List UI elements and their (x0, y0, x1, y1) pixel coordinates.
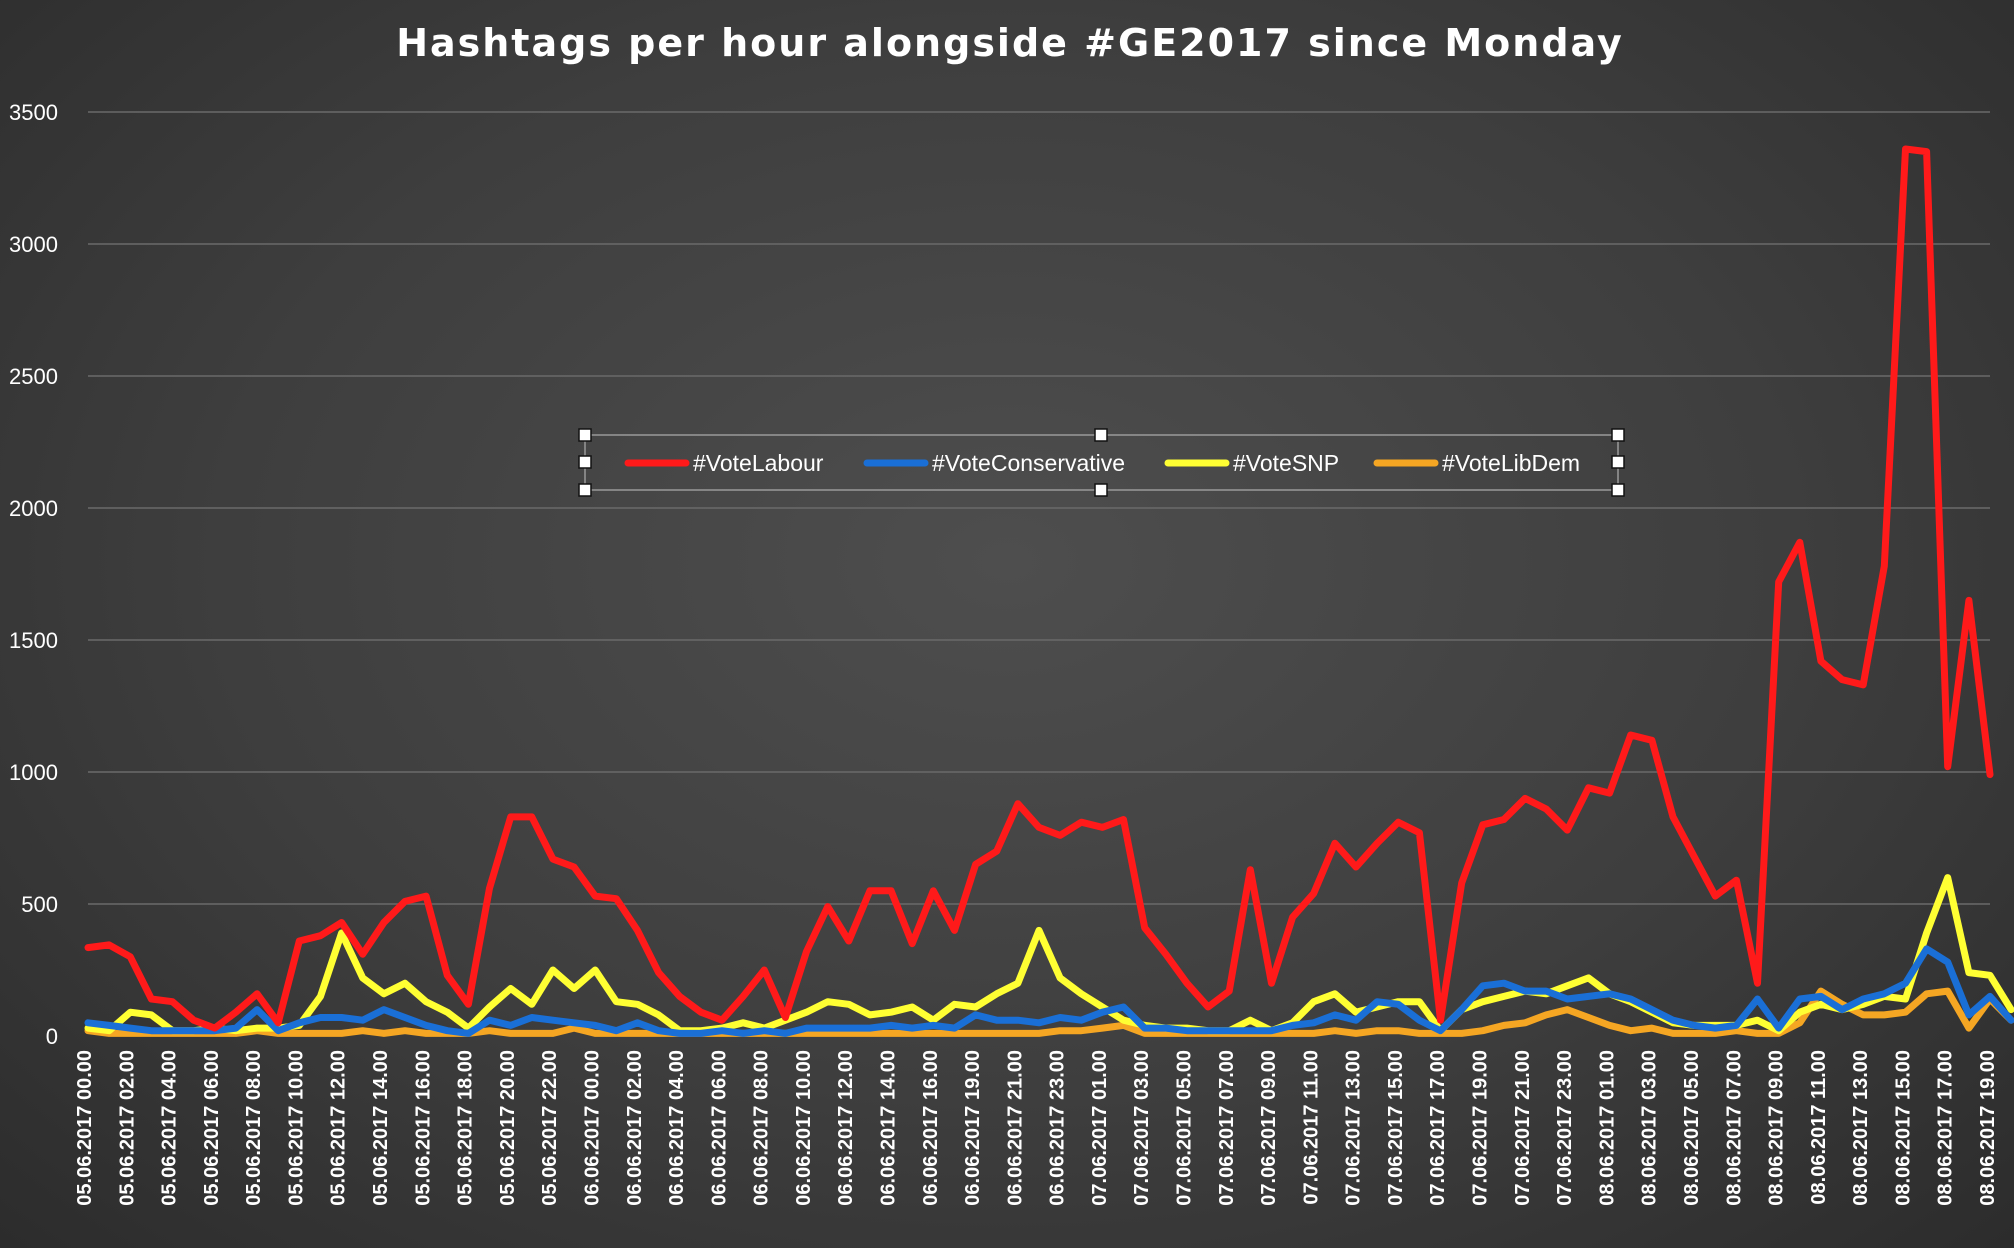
y-tick-label: 2000 (9, 496, 58, 521)
chart-title: Hashtags per hour alongside #GE2017 sinc… (396, 21, 1624, 65)
plot-area (84, 145, 2014, 1037)
legend-label: #VoteConservative (932, 450, 1125, 476)
y-tick-label: 3000 (9, 232, 58, 257)
legend-items: #VoteLabour #VoteConservative #VoteSNP #Vot… (624, 450, 1580, 476)
x-tick-label: 05.06.2017 12.00 (328, 1050, 350, 1206)
x-tick-label: 06.06.2017 02.00 (624, 1050, 646, 1206)
x-tick-label: 05.06.2017 18.00 (455, 1050, 477, 1206)
x-tick-label: 05.06.2017 20.00 (497, 1050, 519, 1206)
x-tick-label: 08.06.2017 09.00 (1766, 1050, 1788, 1206)
x-tick-label: 05.06.2017 10.00 (285, 1050, 307, 1206)
resize-handle[interactable] (1611, 455, 1625, 469)
series-line-votelibdem (84, 987, 2014, 1037)
y-tick-label: 0 (46, 1024, 58, 1049)
x-tick-label: 06.06.2017 21.00 (1004, 1050, 1026, 1206)
x-tick-label: 07.06.2017 23.00 (1554, 1050, 1576, 1206)
x-tick-label: 08.06.2017 17.00 (1935, 1050, 1957, 1206)
series-line-votelabour (84, 145, 1994, 1032)
x-tick-label: 05.06.2017 08.00 (243, 1050, 265, 1206)
x-tick-label: 05.06.2017 06.00 (201, 1050, 223, 1206)
x-tick-label: 08.06.2017 19.00 (1977, 1050, 1999, 1206)
x-tick-label: 06.06.2017 12.00 (835, 1050, 857, 1206)
x-tick-label: 05.06.2017 16.00 (412, 1050, 434, 1206)
resize-handle[interactable] (1611, 428, 1625, 442)
x-tick-label: 06.06.2017 19.00 (962, 1050, 984, 1206)
resize-handle[interactable] (1094, 483, 1108, 497)
x-tick-label: 07.06.2017 03.00 (1131, 1050, 1153, 1206)
y-tick-label: 2500 (9, 364, 58, 389)
x-tick-label: 07.06.2017 01.00 (1089, 1050, 1111, 1206)
x-tick-label: 07.06.2017 19.00 (1470, 1050, 1492, 1206)
y-axis: 0 500 1000 1500 2000 2500 3000 3500 (9, 100, 58, 1049)
y-tick-label: 3500 (9, 100, 58, 125)
resize-handle[interactable] (578, 428, 592, 442)
x-tick-label: 07.06.2017 17.00 (1427, 1050, 1449, 1206)
resize-handle[interactable] (1611, 483, 1625, 497)
x-tick-label: 07.06.2017 07.00 (1216, 1050, 1238, 1206)
x-tick-label: 07.06.2017 15.00 (1385, 1050, 1407, 1206)
x-tick-label: 07.06.2017 21.00 (1512, 1050, 1534, 1206)
x-tick-label: 05.06.2017 02.00 (116, 1050, 138, 1206)
x-tick-label: 06.06.2017 16.00 (920, 1050, 942, 1206)
legend-selection-handles[interactable] (578, 428, 1625, 497)
resize-handle[interactable] (1094, 428, 1108, 442)
x-tick-label: 06.06.2017 04.00 (666, 1050, 688, 1206)
series-line-votesnp (84, 874, 2014, 1035)
x-tick-label: 08.06.2017 05.00 (1681, 1050, 1703, 1206)
y-tick-label: 1000 (9, 760, 58, 785)
x-tick-label: 08.06.2017 15.00 (1892, 1050, 1914, 1206)
series-line-voteconservative (84, 945, 2014, 1037)
x-tick-label: 08.06.2017 03.00 (1639, 1050, 1661, 1206)
legend-label: #VoteLibDem (1442, 450, 1580, 476)
x-tick-label: 06.06.2017 00.00 (581, 1050, 603, 1206)
x-tick-label: 08.06.2017 01.00 (1596, 1050, 1618, 1206)
legend-item: #VoteSNP (1164, 450, 1339, 476)
x-tick-label: 05.06.2017 00.00 (74, 1050, 96, 1206)
y-tick-label: 1500 (9, 628, 58, 653)
x-tick-label: 06.06.2017 06.00 (708, 1050, 730, 1206)
y-tick-label: 500 (21, 892, 58, 917)
x-tick-label: 07.06.2017 05.00 (1174, 1050, 1196, 1206)
x-axis: 05.06.2017 00.00 05.06.2017 02.00 05.06.20… (74, 1050, 1999, 1206)
x-tick-label: 08.06.2017 13.00 (1850, 1050, 1872, 1206)
legend-label: #VoteLabour (693, 450, 824, 476)
x-tick-label: 05.06.2017 22.00 (539, 1050, 561, 1206)
legend-item: #VoteLabour (624, 450, 824, 476)
x-tick-label: 05.06.2017 14.00 (370, 1050, 392, 1206)
x-tick-label: 07.06.2017 09.00 (1258, 1050, 1280, 1206)
resize-handle[interactable] (578, 455, 592, 469)
x-tick-label: 08.06.2017 07.00 (1723, 1050, 1745, 1206)
x-tick-label: 06.06.2017 14.00 (877, 1050, 899, 1206)
x-tick-label: 08.06.2017 11.00 (1808, 1050, 1830, 1205)
legend-item: #VoteLibDem (1373, 450, 1580, 476)
x-tick-label: 07.06.2017 11.00 (1300, 1050, 1322, 1205)
resize-handle[interactable] (578, 483, 592, 497)
x-tick-label: 06.06.2017 08.00 (751, 1050, 773, 1206)
legend-item: #VoteConservative (863, 450, 1125, 476)
x-tick-label: 07.06.2017 13.00 (1343, 1050, 1365, 1206)
legend-label: #VoteSNP (1233, 450, 1339, 476)
x-tick-label: 06.06.2017 10.00 (793, 1050, 815, 1206)
gridlines (88, 111, 1990, 905)
legend[interactable]: #VoteLabour #VoteConservative #VoteSNP #Vot… (578, 428, 1625, 497)
x-tick-label: 06.06.2017 23.00 (1047, 1050, 1069, 1206)
x-tick-label: 05.06.2017 04.00 (159, 1050, 181, 1206)
